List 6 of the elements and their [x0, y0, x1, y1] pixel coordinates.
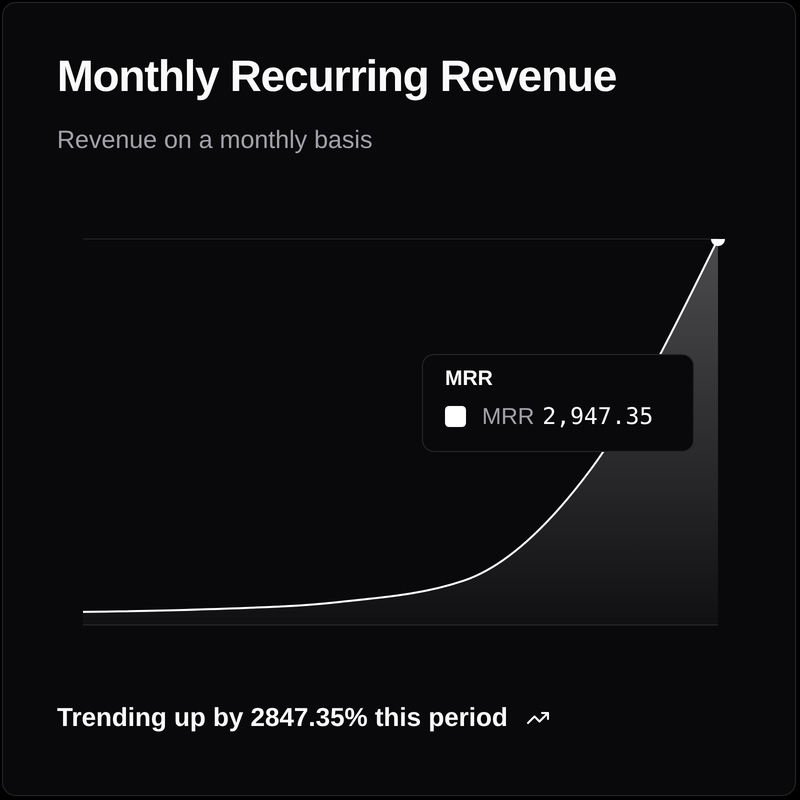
annotation: 2,947.35 — [542, 404, 654, 430]
annotation: MRR — [445, 367, 494, 391]
chart-subtitle: Revenue on a monthly basis — [57, 126, 372, 155]
text: Trending up by 2847.35% this period — [57, 702, 508, 733]
chart-title: Monthly Recurring Revenue — [57, 52, 616, 102]
legend-label: MRR — [482, 403, 534, 430]
